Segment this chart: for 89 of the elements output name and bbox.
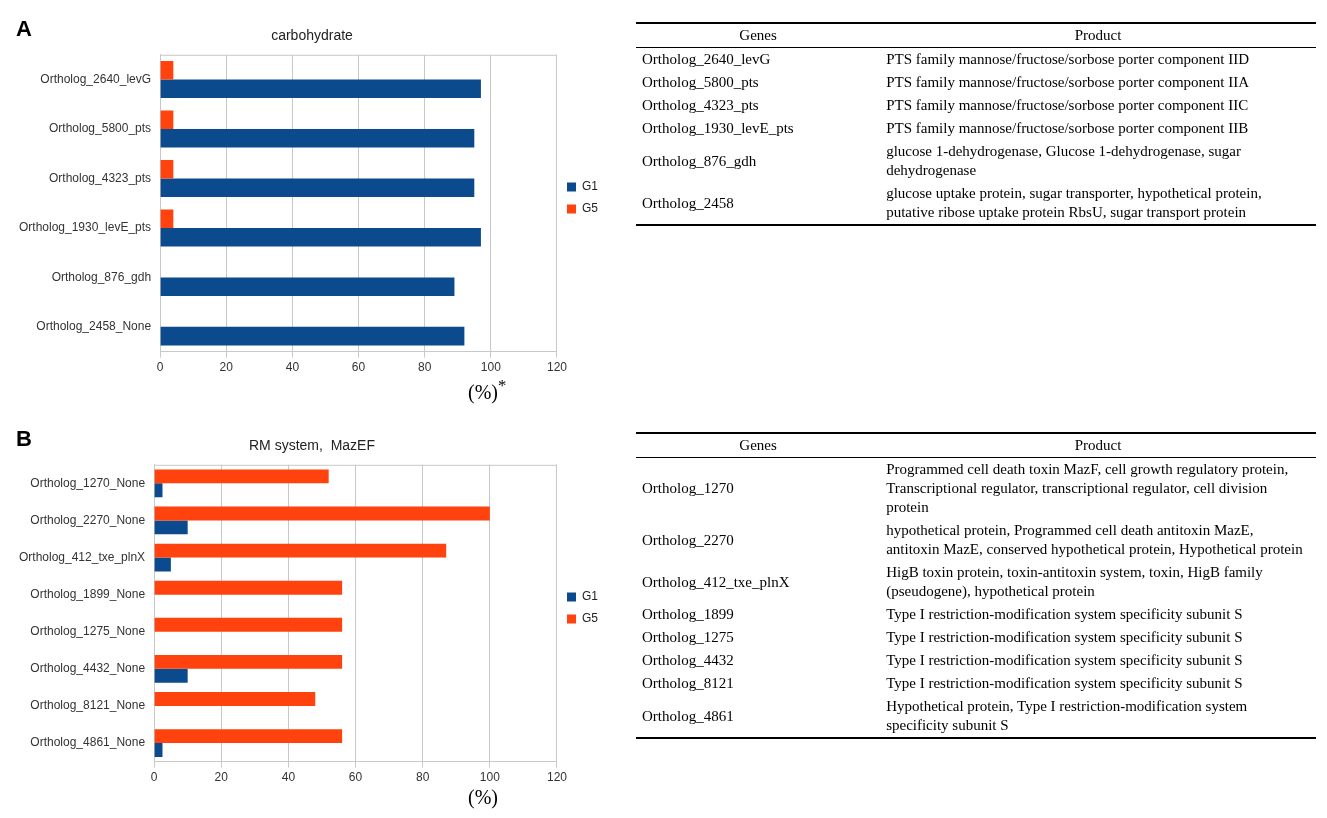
- y-tick-label: Ortholog_2640_levG: [40, 71, 152, 86]
- text: PTS family mannose/fructose/sorbose porter component IIB: [885, 119, 1250, 138]
- bar: [154, 469, 329, 484]
- text: PTS family mannose/fructose/sorbose porter component IIA: [885, 73, 1250, 92]
- y-tick-label: Ortholog_4323_pts: [49, 170, 152, 185]
- bar: [160, 209, 174, 228]
- text: PTS family mannose/fructose/sorbose porter component IIC: [885, 96, 1250, 115]
- x-tick-label: 20: [214, 770, 229, 785]
- bar: [154, 557, 171, 572]
- bar: [154, 729, 343, 744]
- x-tick-label: 60: [351, 360, 366, 375]
- x-tick-label: 60: [348, 770, 363, 785]
- text: A: [16, 16, 32, 42]
- text: Ortholog_2458: [641, 193, 735, 213]
- x-tick-label: 20: [219, 360, 234, 375]
- x-tick-label: 120: [546, 360, 568, 375]
- y-tick-label: Ortholog_5800_pts: [49, 121, 152, 136]
- text: Type I restriction-modification system specificity subunit S: [885, 605, 1244, 624]
- text: Ortholog_1275: [641, 628, 735, 647]
- bar: [160, 60, 174, 80]
- text: Genes: [738, 436, 778, 455]
- bar: [154, 506, 490, 521]
- x-tick-label: 120: [546, 770, 568, 785]
- bar: [154, 580, 343, 595]
- text: Ortholog_1930_levE_pts: [641, 119, 795, 138]
- chart-title: RM system, MazEF: [248, 437, 376, 454]
- x-axis-title: (%): [468, 786, 498, 809]
- bar: [160, 326, 465, 346]
- y-tick-label: Ortholog_1930_levE_pts: [19, 220, 152, 235]
- text: Ortholog_412_txe_plnX: [641, 572, 791, 592]
- text: Genes: [738, 26, 778, 45]
- bar: [154, 692, 316, 706]
- text: Hypothetical protein, Type I restriction-modification system specificity subunit S: [885, 697, 1249, 735]
- y-tick-label: Ortholog_8121_None: [30, 698, 146, 713]
- text: Ortholog_2640_levG: [641, 50, 772, 69]
- text: Ortholog_8121: [641, 674, 735, 693]
- text: Type I restriction-modification system specificity subunit S: [885, 651, 1244, 670]
- text: Ortholog_4861: [641, 706, 735, 726]
- bar: [160, 277, 455, 296]
- legend-label: G1: [581, 589, 599, 604]
- chart-title: carbohydrate: [271, 27, 354, 44]
- text: Type I restriction-modification system specificity subunit S: [885, 628, 1244, 647]
- bar: [154, 617, 343, 632]
- bar: [160, 129, 475, 148]
- x-tick-label: 100: [479, 770, 501, 785]
- x-tick-label: 0: [156, 360, 164, 375]
- text: Product: [1073, 436, 1123, 455]
- bar: [154, 668, 188, 683]
- text: Ortholog_2270: [641, 530, 735, 550]
- text: B: [16, 426, 32, 452]
- bar: [160, 227, 481, 247]
- bar: [154, 543, 447, 558]
- text: Ortholog_1899: [641, 605, 735, 624]
- text: HigB toxin protein, toxin-antitoxin system, toxin, HigB family (pseudogene), hypothetical protein: [885, 563, 1264, 601]
- bar: [154, 654, 343, 669]
- y-tick-label: Ortholog_1270_None: [30, 475, 146, 490]
- text: Ortholog_4432: [641, 651, 735, 670]
- x-tick-label: 0: [150, 770, 158, 785]
- y-tick-label: Ortholog_412_txe_plnX: [19, 549, 146, 564]
- bar: [160, 110, 174, 129]
- text: Ortholog_1270: [641, 479, 735, 498]
- text: Type I restriction-modification system specificity subunit S: [885, 674, 1244, 693]
- y-tick-label: Ortholog_4432_None: [30, 661, 146, 676]
- text: hypothetical protein, Programmed cell death antitoxin MazE, antitoxin MazE, conserved hypothetical protein, Hypothetical protein: [885, 521, 1304, 559]
- x-tick-label: 80: [418, 360, 432, 375]
- x-tick-label: 80: [416, 770, 430, 785]
- y-tick-label: Ortholog_4861_None: [30, 735, 146, 750]
- text: PTS family mannose/fructose/sorbose porter component IID: [885, 50, 1250, 69]
- legend-label: G1: [581, 179, 599, 194]
- y-tick-label: Ortholog_2270_None: [30, 512, 146, 527]
- x-axis-title: (%)$^{*}$: [468, 376, 507, 404]
- y-tick-label: Ortholog_876_gdh: [51, 269, 152, 284]
- text: Ortholog_876_gdh: [641, 151, 758, 171]
- bar: [160, 79, 481, 99]
- x-tick-label: 40: [281, 770, 296, 785]
- text: glucose uptake protein, sugar transporter, hypothetical protein, putative ribose uptake protein RbsU, sugar transport protein: [885, 184, 1263, 222]
- legend-label: G5: [581, 201, 599, 216]
- y-tick-label: Ortholog_1899_None: [30, 586, 146, 601]
- bar: [160, 159, 174, 179]
- legend-label: G5: [581, 611, 599, 626]
- text: Ortholog_5800_pts: [641, 73, 760, 92]
- bar: [160, 178, 475, 198]
- text: Product: [1073, 26, 1123, 45]
- bar: [154, 520, 188, 535]
- text: Ortholog_4323_pts: [641, 96, 760, 115]
- y-tick-label: Ortholog_2458_None: [36, 319, 152, 334]
- x-tick-label: 40: [285, 360, 300, 375]
- x-tick-label: 100: [480, 360, 502, 375]
- y-tick-label: Ortholog_1275_None: [30, 624, 146, 639]
